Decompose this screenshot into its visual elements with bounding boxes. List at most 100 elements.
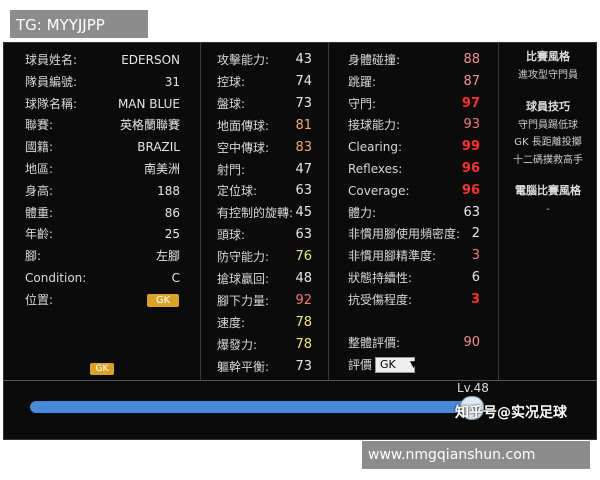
side-item: 十二碼撲救高手 (513, 154, 583, 166)
profile-label: 球隊名稱: (25, 96, 78, 111)
site: www.nmgqianshun.com (368, 447, 536, 463)
section-divider (3, 380, 597, 381)
attribute-label: 控球: (217, 74, 246, 89)
attribute-value: 73 (295, 358, 312, 374)
position-badge: GK (147, 293, 179, 307)
position-badge-small: GK (90, 363, 114, 375)
side-title: 比賽風格 (526, 50, 570, 63)
level: Lv.48 (457, 381, 489, 395)
attribute-value: 63 (295, 227, 312, 243)
attribute-value: 48 (295, 271, 312, 286)
attribute-label: 軀幹平衡: (217, 359, 270, 374)
attribute-value: 93 (463, 117, 480, 133)
attribute-label: 非慣用腳使用頻密度: (348, 227, 461, 242)
attribute-label: 非慣用腳精準度: (348, 249, 437, 264)
profile-value: 188 (157, 183, 180, 198)
select-arrow: ▼ (410, 360, 417, 370)
attribute-value: 74 (295, 73, 312, 89)
attribute-label: 抗受傷程度: (348, 292, 413, 307)
profile-label: 地區: (25, 162, 54, 176)
attribute-label: 攻擊能力: (217, 53, 270, 67)
attribute-value: 3 (470, 291, 480, 307)
profile-value: 31 (164, 74, 180, 89)
profile-label: 國籍: (25, 140, 54, 155)
overall-value: 90 (463, 335, 480, 350)
attribute-label: 狀態持續性: (348, 271, 413, 285)
attribute-value: 96 (461, 182, 480, 198)
rating-label: 評價 (348, 358, 373, 372)
progress-track (30, 401, 470, 413)
attribute-label: 腳下力量: (217, 293, 270, 308)
attribute-label: 守門: (348, 96, 377, 111)
column-divider (200, 42, 201, 380)
profile-label: 位置: (25, 292, 54, 307)
attribute-value: 2 (471, 226, 480, 242)
profile-value: 左腳 (155, 249, 180, 264)
attribute-label: 跳躍: (348, 74, 377, 89)
profile-value: 南美洲 (143, 162, 180, 176)
column-divider (498, 42, 499, 380)
attribute-label: 射門: (217, 162, 246, 177)
tag: TG: MYYJJPP (16, 16, 105, 34)
attribute-value: 45 (295, 205, 312, 221)
column-divider (328, 42, 329, 380)
attribute-label: 搶球贏回: (217, 272, 270, 286)
attribute-value: 76 (295, 249, 312, 265)
profile-value: BRAZIL (137, 140, 180, 155)
attribute-label: 身體碰撞: (348, 53, 401, 67)
attribute-value: 43 (295, 52, 312, 67)
attribute-value: 92 (295, 292, 312, 308)
profile-value: MAN BLUE (117, 96, 180, 111)
tag-box (10, 10, 148, 38)
attribute-value: 97 (461, 95, 480, 111)
rating-select[interactable]: GK (375, 357, 415, 373)
side-title: 電腦比賽風格 (515, 184, 581, 197)
side-item: - (546, 204, 550, 215)
attribute-label: Reflexes: (348, 162, 403, 176)
overall-label: 整體評價: (348, 336, 401, 350)
attribute-value: 78 (295, 314, 312, 330)
profile-value: 英格蘭聯賽 (119, 118, 180, 133)
attribute-value: 63 (295, 183, 312, 199)
watermark: 知乎号@实况足球 (455, 405, 567, 421)
attribute-value: 88 (463, 52, 480, 67)
profile-label: Condition: (25, 271, 87, 285)
attribute-value: 47 (295, 161, 312, 177)
attribute-label: 地面傳球: (217, 118, 270, 133)
profile-label: 體重: (25, 205, 54, 220)
profile-label: 球員姓名: (25, 53, 78, 67)
attribute-label: 接球能力: (348, 118, 401, 133)
attribute-value: 99 (461, 139, 480, 155)
attribute-label: 盤球: (217, 96, 246, 111)
side-item: 守門員踢低球 (518, 119, 578, 131)
attribute-label: 頭球: (217, 228, 246, 243)
progress-knob[interactable] (460, 396, 484, 420)
attribute-value: 3 (471, 248, 480, 264)
attribute-value: 73 (295, 95, 312, 111)
attribute-label: 防守能力: (217, 250, 270, 265)
profile-label: 聯賽: (25, 118, 54, 133)
attribute-value: 81 (295, 117, 312, 133)
profile-label: 身高: (25, 183, 54, 198)
attribute-value: 6 (471, 270, 480, 285)
side-item: GK 長距離投擲 (514, 137, 582, 148)
attribute-value: 83 (295, 139, 312, 155)
attribute-label: 速度: (217, 315, 246, 330)
profile-value: 25 (164, 227, 180, 242)
attribute-value: 78 (295, 336, 312, 352)
attribute-label: Clearing: (348, 140, 402, 155)
attribute-value: 96 (461, 161, 480, 176)
profile-label: 年齡: (25, 227, 54, 242)
profile-label: 隊員編號: (25, 74, 78, 89)
side-item: 進攻型守門員 (518, 70, 578, 81)
side-title: 球員技巧 (526, 99, 570, 113)
profile-value: C (171, 271, 180, 285)
attribute-label: 爆發力: (217, 337, 258, 352)
attribute-label: 空中傳球: (217, 140, 270, 155)
attribute-label: Coverage: (348, 183, 410, 198)
profile-label: 腳: (25, 249, 42, 264)
attribute-label: 有控制的旋轉: (217, 206, 294, 221)
site-box (362, 441, 590, 469)
profile-value: EDERSON (121, 53, 180, 67)
